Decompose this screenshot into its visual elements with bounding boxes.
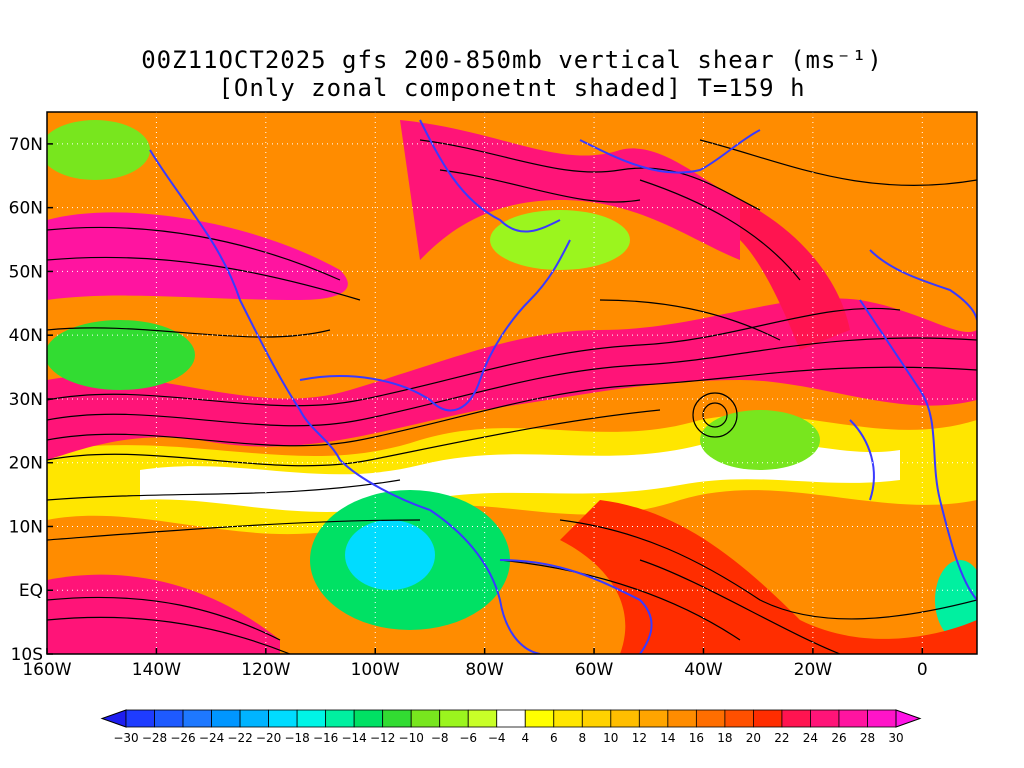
lon-label: 40W <box>684 660 723 680</box>
colorbar-tick-label: 26 <box>831 731 846 745</box>
colorbar-tick-label: −6 <box>459 731 477 745</box>
lon-label: 160W <box>22 660 71 680</box>
colorbar-swatch <box>724 709 754 728</box>
lon-label: 0 <box>917 660 928 680</box>
shear-field <box>47 112 977 654</box>
colorbar-swatch <box>496 709 526 728</box>
colorbar-swatch <box>867 709 897 728</box>
streamlines <box>47 139 977 654</box>
colorbar-tick-label: 4 <box>521 731 529 745</box>
lon-label: 140W <box>132 660 181 680</box>
colorbar-tick-label: −26 <box>170 731 195 745</box>
lat-label: 50N <box>9 262 43 282</box>
colorbar-swatch <box>125 709 155 728</box>
colorbar-tick-label: −28 <box>142 731 167 745</box>
colorbar-swatch <box>610 709 640 728</box>
lat-label: EQ <box>19 581 43 601</box>
lon-label: 60W <box>575 660 614 680</box>
lon-label: 120W <box>241 660 290 680</box>
colorbar-tick-label: −16 <box>313 731 338 745</box>
colorbar-tick-label: −18 <box>284 731 309 745</box>
colorbar-left-arrow <box>100 709 127 728</box>
colorbar-tick-label: 18 <box>717 731 732 745</box>
lat-label: 10N <box>9 517 43 537</box>
colorbar-tick-label: −30 <box>113 731 138 745</box>
colorbar-swatch <box>154 709 184 728</box>
latitude-axis: 70N 60N 50N 40N 30N 20N 10N EQ 10S <box>9 135 53 665</box>
colorbar-tick-label: 22 <box>774 731 789 745</box>
colorbar-tick-label: −12 <box>370 731 395 745</box>
colorbar: −30 −28 −26 −24 −22 −20 −18 −16 −14 −12 −10 −8 −6 −4 4… <box>100 709 922 745</box>
colorbar-swatch <box>638 709 669 728</box>
chart-title-line1: 00Z11OCT2025 gfs 200-850mb vertical shea… <box>141 46 883 74</box>
colorbar-swatch <box>553 709 583 728</box>
colorbar-tick-label: −20 <box>256 731 281 745</box>
colorbar-swatch <box>239 709 269 728</box>
colorbar-swatch <box>325 709 355 728</box>
colorbar-tick-label: −14 <box>341 731 366 745</box>
colorbar-tick-label: 12 <box>632 731 647 745</box>
colorbar-swatch <box>182 709 212 728</box>
colorbar-swatch <box>810 709 840 728</box>
colorbar-tick-label: 16 <box>689 731 704 745</box>
colorbar-swatch <box>467 709 498 728</box>
colorbar-swatch <box>211 709 241 728</box>
colorbar-swatch <box>353 709 384 728</box>
colorbar-tick-label: 28 <box>860 731 875 745</box>
colorbar-tick-label: −8 <box>431 731 449 745</box>
colorbar-swatch <box>838 709 868 728</box>
lon-label: 20W <box>794 660 833 680</box>
graticule <box>47 112 977 654</box>
lat-label: 30N <box>9 390 43 410</box>
lon-label: 100W <box>351 660 400 680</box>
colorbar-tick-label: −24 <box>199 731 224 745</box>
coastlines <box>149 119 977 654</box>
colorbar-swatch <box>268 709 298 728</box>
colorbar-tick-label: 24 <box>803 731 818 745</box>
colorbar-swatch <box>439 709 469 728</box>
colorbar-tick-label: 30 <box>888 731 903 745</box>
colorbar-tick-label: −4 <box>488 731 506 745</box>
lat-label: 20N <box>9 454 43 474</box>
lat-label: 10S <box>11 645 43 665</box>
colorbar-tick-label: 6 <box>550 731 558 745</box>
colorbar-tick-label: 8 <box>578 731 586 745</box>
colorbar-tick-label: 14 <box>660 731 675 745</box>
longitude-axis: 160W 140W 120W 100W 80W 60W 40W 20W 0 <box>22 648 928 680</box>
colorbar-swatch <box>524 709 555 728</box>
colorbar-swatch <box>581 709 612 728</box>
colorbar-tick-label: 10 <box>603 731 618 745</box>
colorbar-swatch <box>781 709 811 728</box>
colorbar-tick-label: −22 <box>227 731 252 745</box>
lon-label: 80W <box>465 660 504 680</box>
colorbar-swatch <box>382 709 412 728</box>
colorbar-swatch <box>296 709 327 728</box>
lat-label: 70N <box>9 135 43 155</box>
colorbar-swatch <box>410 709 441 728</box>
colorbar-swatch <box>667 709 697 728</box>
plot-frame <box>46 111 978 655</box>
colorbar-tick-label: −10 <box>399 731 424 745</box>
chart-title-line2: [Only zonal componetnt shaded] T=159 h <box>218 74 806 102</box>
colorbar-swatch <box>753 709 783 728</box>
colorbar-right-arrow <box>895 709 922 728</box>
colorbar-tick-label: 20 <box>746 731 761 745</box>
colorbar-swatch <box>695 709 726 728</box>
lat-label: 60N <box>9 199 43 219</box>
lat-label: 40N <box>9 326 43 346</box>
